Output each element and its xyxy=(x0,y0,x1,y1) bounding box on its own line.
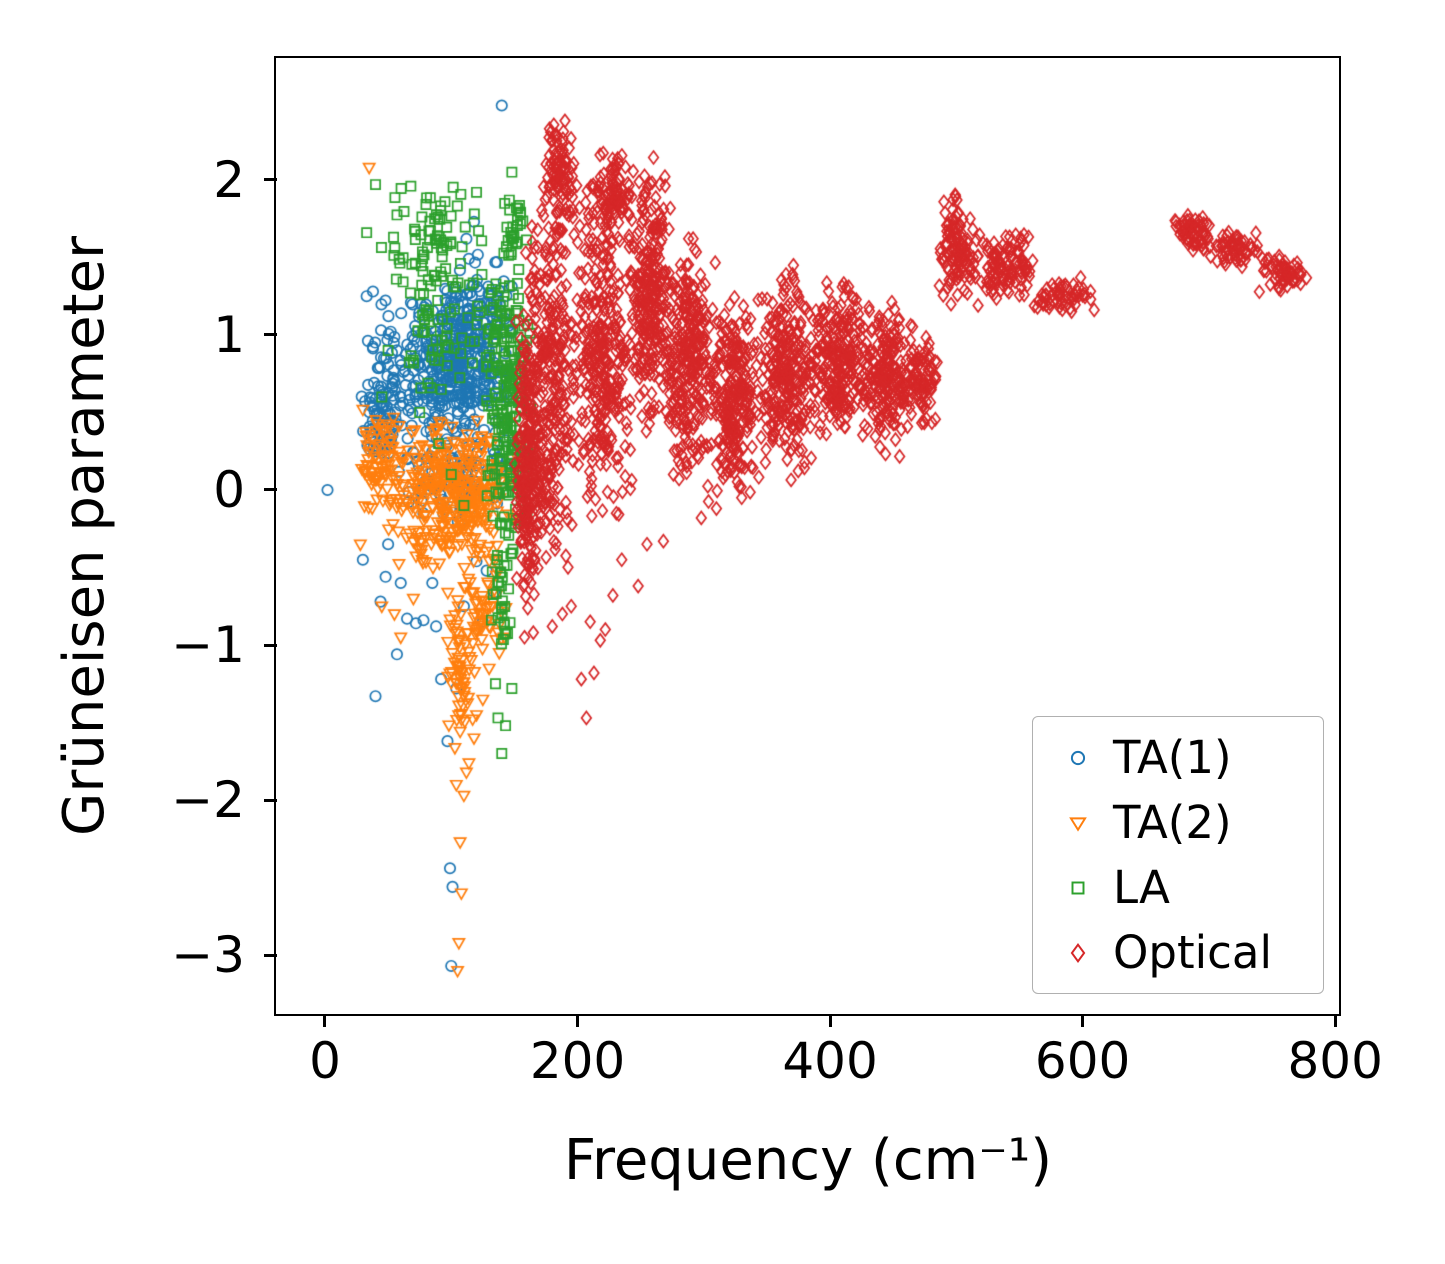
square-marker-shape xyxy=(1071,881,1085,894)
y-tick-mark xyxy=(264,333,277,337)
diamond-marker-icon xyxy=(1070,942,1086,963)
triangle-down-marker-icon xyxy=(1069,816,1087,832)
y-tick-label: −1 xyxy=(171,616,245,675)
triangle-down-marker-shape xyxy=(1069,816,1087,832)
x-tick-label: 400 xyxy=(782,1032,878,1090)
x-tick-mark xyxy=(1333,1014,1337,1027)
y-tick-mark xyxy=(264,798,277,802)
legend: TA(1) TA(2) LA Optical xyxy=(1032,716,1324,994)
legend-label-la: LA xyxy=(1113,861,1170,914)
x-tick-label: 0 xyxy=(309,1032,341,1090)
x-tick-mark xyxy=(323,1014,327,1027)
x-tick-label: 200 xyxy=(529,1032,626,1090)
y-tick-mark xyxy=(264,953,277,957)
diamond-marker-shape xyxy=(1070,942,1086,963)
x-tick-label: 600 xyxy=(1034,1032,1131,1090)
x-tick-mark xyxy=(828,1014,832,1027)
legend-item-optical: Optical xyxy=(1067,920,1323,985)
legend-label-ta1: TA(1) xyxy=(1113,731,1232,784)
x-axis-label: Frequency (cm⁻¹) xyxy=(563,1128,1053,1193)
y-tick-mark xyxy=(264,643,277,647)
square-marker-icon xyxy=(1071,881,1085,894)
y-tick-mark xyxy=(264,488,277,492)
legend-item-ta2: TA(2) xyxy=(1067,790,1323,855)
y-tick-mark xyxy=(264,178,277,182)
legend-item-la: LA xyxy=(1067,855,1323,920)
x-tick-mark xyxy=(576,1014,580,1027)
circle-marker-icon xyxy=(1070,750,1086,765)
circle-marker-shape xyxy=(1070,750,1086,765)
y-tick-label: 0 xyxy=(213,460,245,519)
y-tick-label: −2 xyxy=(171,771,245,830)
x-tick-label: 800 xyxy=(1287,1032,1383,1090)
y-axis-label: Grüneisen parameter xyxy=(52,236,117,836)
legend-label-la2: TA(2) xyxy=(1113,796,1232,849)
x-tick-mark xyxy=(1081,1014,1085,1027)
legend-label-optical: Optical xyxy=(1113,926,1272,979)
legend-item-ta1: TA(1) xyxy=(1067,725,1323,790)
y-tick-label: 1 xyxy=(213,305,245,364)
y-tick-label: 2 xyxy=(213,150,245,209)
y-tick-label: −3 xyxy=(171,926,245,985)
